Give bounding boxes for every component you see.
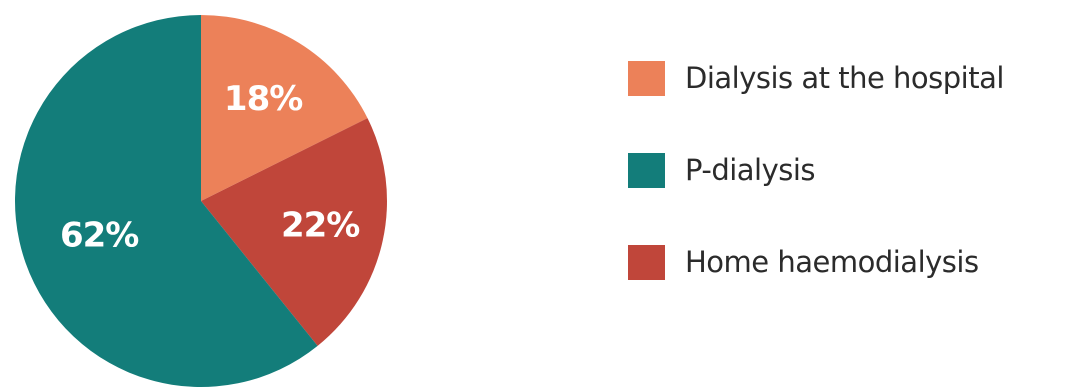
pie-slice-label-dialysis-at-the-hospital: 18%: [224, 79, 302, 119]
pie-slice-labels: 18% 22% 62%: [60, 79, 360, 255]
pie-slice-p-dialysis: [15, 15, 318, 387]
pie-slice-label-p-dialysis: 62%: [60, 215, 138, 255]
pie-slice-label-home-haemodialysis: 22%: [281, 206, 359, 246]
legend-label-p-dialysis: P-dialysis: [685, 153, 816, 187]
legend-label-dialysis-hospital: Dialysis at the hospital: [685, 61, 1004, 95]
legend: Dialysis at the hospital P-dialysis Home…: [628, 60, 1068, 336]
legend-label-home-haemodialysis: Home haemodialysis: [685, 245, 979, 279]
legend-item-home-haemodialysis: Home haemodialysis: [628, 244, 1068, 280]
legend-swatch-dialysis-hospital: [628, 60, 665, 96]
legend-item-dialysis-hospital: Dialysis at the hospital: [628, 60, 1068, 96]
pie-slice-home-haemodialysis: [201, 118, 387, 346]
legend-item-p-dialysis: P-dialysis: [628, 152, 1068, 188]
pie-slices: [15, 15, 387, 387]
pie-slice-dialysis-at-the-hospital: [201, 15, 368, 201]
legend-swatch-p-dialysis: [628, 152, 665, 188]
legend-swatch-home-haemodialysis: [628, 244, 665, 280]
